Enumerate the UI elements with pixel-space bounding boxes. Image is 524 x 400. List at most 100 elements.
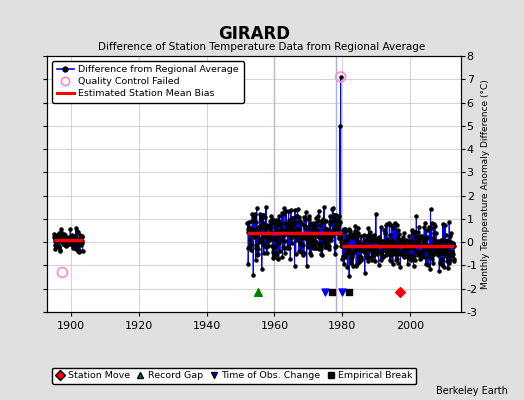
Point (376, 249, 384, 255)
Point (306, 237, 314, 244)
Point (326, 219, 334, 226)
Point (311, 241, 319, 247)
Point (395, 239, 403, 245)
Point (274, 217, 282, 223)
Point (398, 248, 406, 254)
Point (323, 234, 331, 240)
Point (418, 242, 426, 249)
Point (365, 229, 374, 236)
Point (352, 246, 360, 252)
Point (268, 255, 277, 262)
Point (243, 220, 252, 226)
Point (70, 236, 79, 242)
Point (58, 231, 66, 237)
Point (77, 234, 85, 240)
Point (392, 252, 401, 258)
Point (245, 224, 254, 231)
Point (391, 257, 400, 264)
Point (66, 234, 74, 240)
Point (265, 225, 274, 231)
Point (412, 213, 421, 219)
Point (372, 249, 380, 255)
Point (365, 232, 373, 238)
Point (397, 249, 405, 255)
Point (269, 249, 278, 255)
Point (371, 237, 379, 244)
Point (69, 238, 77, 245)
Point (260, 229, 269, 236)
Point (302, 209, 310, 215)
Point (337, 240, 346, 247)
Point (258, 231, 267, 237)
Point (413, 234, 422, 240)
Point (341, 226, 350, 232)
Point (448, 249, 456, 255)
Point (389, 243, 398, 249)
Point (257, 224, 266, 231)
Point (447, 242, 455, 248)
Point (436, 248, 445, 254)
Point (402, 242, 410, 249)
Point (423, 234, 431, 240)
Point (317, 243, 325, 250)
Point (321, 244, 329, 250)
Point (392, 222, 401, 228)
Point (417, 251, 425, 257)
Point (277, 236, 285, 242)
Point (314, 216, 322, 223)
Point (368, 235, 377, 242)
Point (345, 228, 354, 234)
Point (75, 237, 84, 243)
Point (71, 236, 80, 243)
Point (312, 214, 321, 221)
Point (442, 253, 450, 260)
Point (399, 252, 408, 258)
Point (251, 229, 259, 236)
Point (354, 230, 362, 236)
Point (296, 240, 304, 246)
Point (414, 235, 422, 241)
Point (313, 229, 322, 235)
Point (393, 256, 401, 262)
Y-axis label: Monthly Temperature Anomaly Difference (°C): Monthly Temperature Anomaly Difference (… (481, 79, 489, 289)
Point (78, 240, 86, 247)
Point (69, 245, 78, 252)
Point (340, 244, 348, 250)
Point (61, 234, 70, 241)
Point (381, 222, 390, 229)
Point (389, 225, 397, 231)
Point (263, 234, 271, 240)
Point (401, 240, 409, 246)
Point (423, 242, 431, 249)
Point (411, 248, 419, 254)
Point (321, 218, 330, 224)
Point (68, 241, 77, 248)
Point (273, 229, 281, 235)
Point (289, 233, 297, 240)
Point (410, 244, 418, 250)
Point (245, 219, 253, 225)
Point (293, 206, 302, 212)
Point (368, 257, 376, 264)
Point (288, 240, 296, 246)
Point (355, 255, 363, 261)
Point (252, 257, 260, 264)
Point (338, 256, 346, 262)
Point (442, 258, 451, 264)
Point (350, 243, 358, 249)
Point (311, 244, 320, 251)
Point (404, 246, 412, 252)
Point (288, 220, 297, 226)
Point (295, 231, 303, 237)
Point (385, 220, 394, 226)
Point (326, 232, 335, 239)
Point (405, 233, 413, 240)
Point (310, 228, 318, 234)
Point (441, 222, 449, 228)
Point (296, 241, 304, 248)
Point (318, 218, 326, 225)
Point (253, 204, 261, 211)
Point (351, 247, 359, 253)
Point (440, 237, 448, 243)
Point (53, 232, 62, 239)
